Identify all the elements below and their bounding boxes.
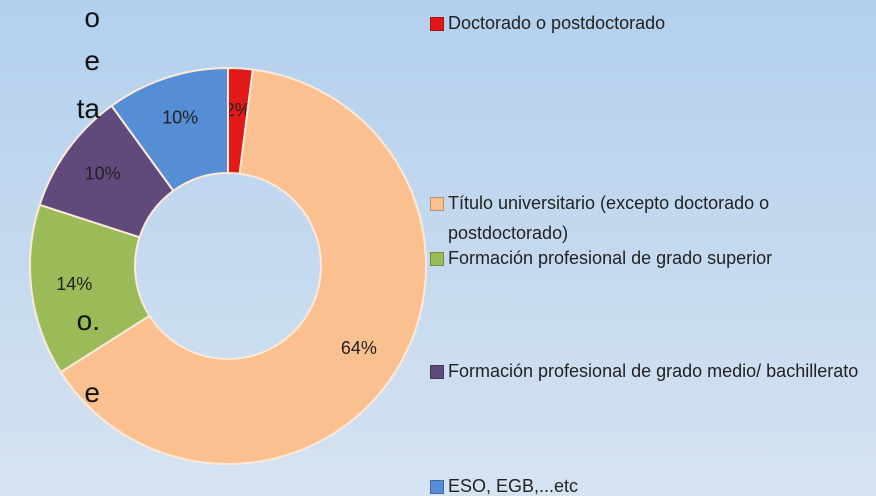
legend-label: Formación profesional de grado medio/ ba… — [448, 361, 859, 381]
legend-label: Título universitario (excepto doctorado … — [448, 193, 770, 243]
text-fragment: o — [84, 2, 100, 33]
text-fragment: ta — [76, 93, 100, 124]
text-fragment: e — [84, 45, 100, 76]
data-label: 64% — [341, 338, 377, 358]
legend-swatch — [430, 197, 444, 211]
legend-swatch — [430, 17, 444, 31]
legend-item: Formación profesional de grado medio/ ba… — [428, 356, 874, 386]
data-label: 10% — [85, 164, 121, 184]
data-label: 14% — [56, 274, 92, 294]
legend-item: ESO, EGB,...etc — [428, 471, 874, 496]
legend-swatch — [430, 480, 444, 494]
legend-label: Formación profesional de grado superior — [448, 248, 773, 268]
data-label: 10% — [162, 107, 198, 127]
legend-item: Título universitario (excepto doctorado … — [428, 188, 874, 248]
legend-swatch — [430, 365, 444, 379]
text-fragment: o. — [76, 305, 100, 336]
legend-item: Formación profesional de grado superior — [428, 243, 874, 273]
legend-item: Doctorado o postdoctorado — [428, 8, 874, 38]
donut-slice — [110, 66, 229, 193]
text-fragment: e — [84, 377, 100, 408]
donut-slice — [59, 68, 427, 465]
legend-label: Doctorado o postdoctorado — [448, 13, 666, 33]
legend-swatch — [430, 252, 444, 266]
data-label: 2% — [225, 100, 251, 120]
legend-label: ESO, EGB,...etc — [448, 476, 579, 496]
